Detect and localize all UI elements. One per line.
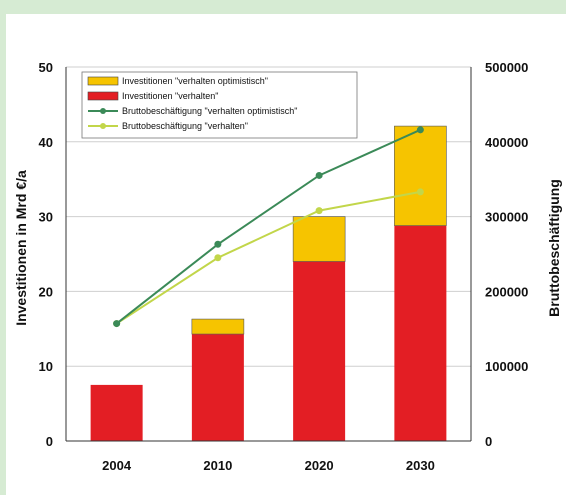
y-tick-label: 40 [39,135,53,150]
bar-investitionen-optimistisch [292,216,346,262]
bar-investitionen-optimistisch [191,318,245,335]
legend-label: Bruttobeschäftigung "verhalten optimisti… [122,106,297,116]
bar-investitionen-optimistisch [394,125,447,226]
y2-tick-label: 400000 [485,135,528,150]
x-tick-label: 2004 [102,458,132,473]
series-line [116,128,421,325]
y2-tick-label: 100000 [485,359,528,374]
legend-label: Bruttobeschäftigung "verhalten" [122,121,248,131]
y-tick-label: 0 [46,434,53,449]
legend-box [81,71,358,139]
y2-tick-label: 200000 [485,284,528,299]
y-axis-title: Investitionen in Mrd €/a [13,170,29,326]
series-line [116,190,421,325]
y2-tick-label: 500000 [485,60,528,75]
series-point [416,126,424,134]
right-axis-ticks: 0 100000 200000 300000 400000 500000 [485,60,528,449]
chart-frame: 0 10 20 30 40 50 0 100000 200000 300000 400000 500… [6,14,566,495]
legend-swatch-bar [87,91,119,101]
bar-investitionen-verhalten [191,334,244,441]
series-point [315,207,323,215]
y-tick-label: 20 [39,284,53,299]
x-axis-ticks: 2004 2010 2020 2030 [102,458,435,473]
legend-label: Investitionen "verhalten" [122,91,218,101]
legend-swatch-marker [100,123,106,129]
series-point [416,188,424,196]
series-point [214,240,222,248]
legend-swatch-marker [100,108,106,114]
y2-tick-label: 300000 [485,210,528,225]
legend-label: Investitionen "verhalten optimistisch" [122,76,268,86]
y-tick-label: 30 [39,210,53,225]
y-tick-label: 10 [39,359,53,374]
bar-investitionen-verhalten [90,384,143,441]
left-axis-ticks: 0 10 20 30 40 50 [39,60,53,449]
x-tick-label: 2030 [406,458,435,473]
bar-investitionen-verhalten [293,261,346,441]
series-point [214,254,222,262]
series-point [113,320,121,328]
y2-tick-label: 0 [485,434,492,449]
legend-swatch-bar [87,76,119,86]
x-tick-label: 2010 [203,458,232,473]
series-point [315,171,323,179]
y2-axis-title: Bruttobeschäftigung [546,179,562,317]
bar-investitionen-verhalten [394,225,447,441]
legend: Investitionen "verhalten optimistisch" In… [81,71,358,139]
x-tick-label: 2020 [305,458,334,473]
y-tick-label: 50 [39,60,53,75]
axes [65,67,472,442]
lines [113,126,424,328]
bars [90,125,447,441]
